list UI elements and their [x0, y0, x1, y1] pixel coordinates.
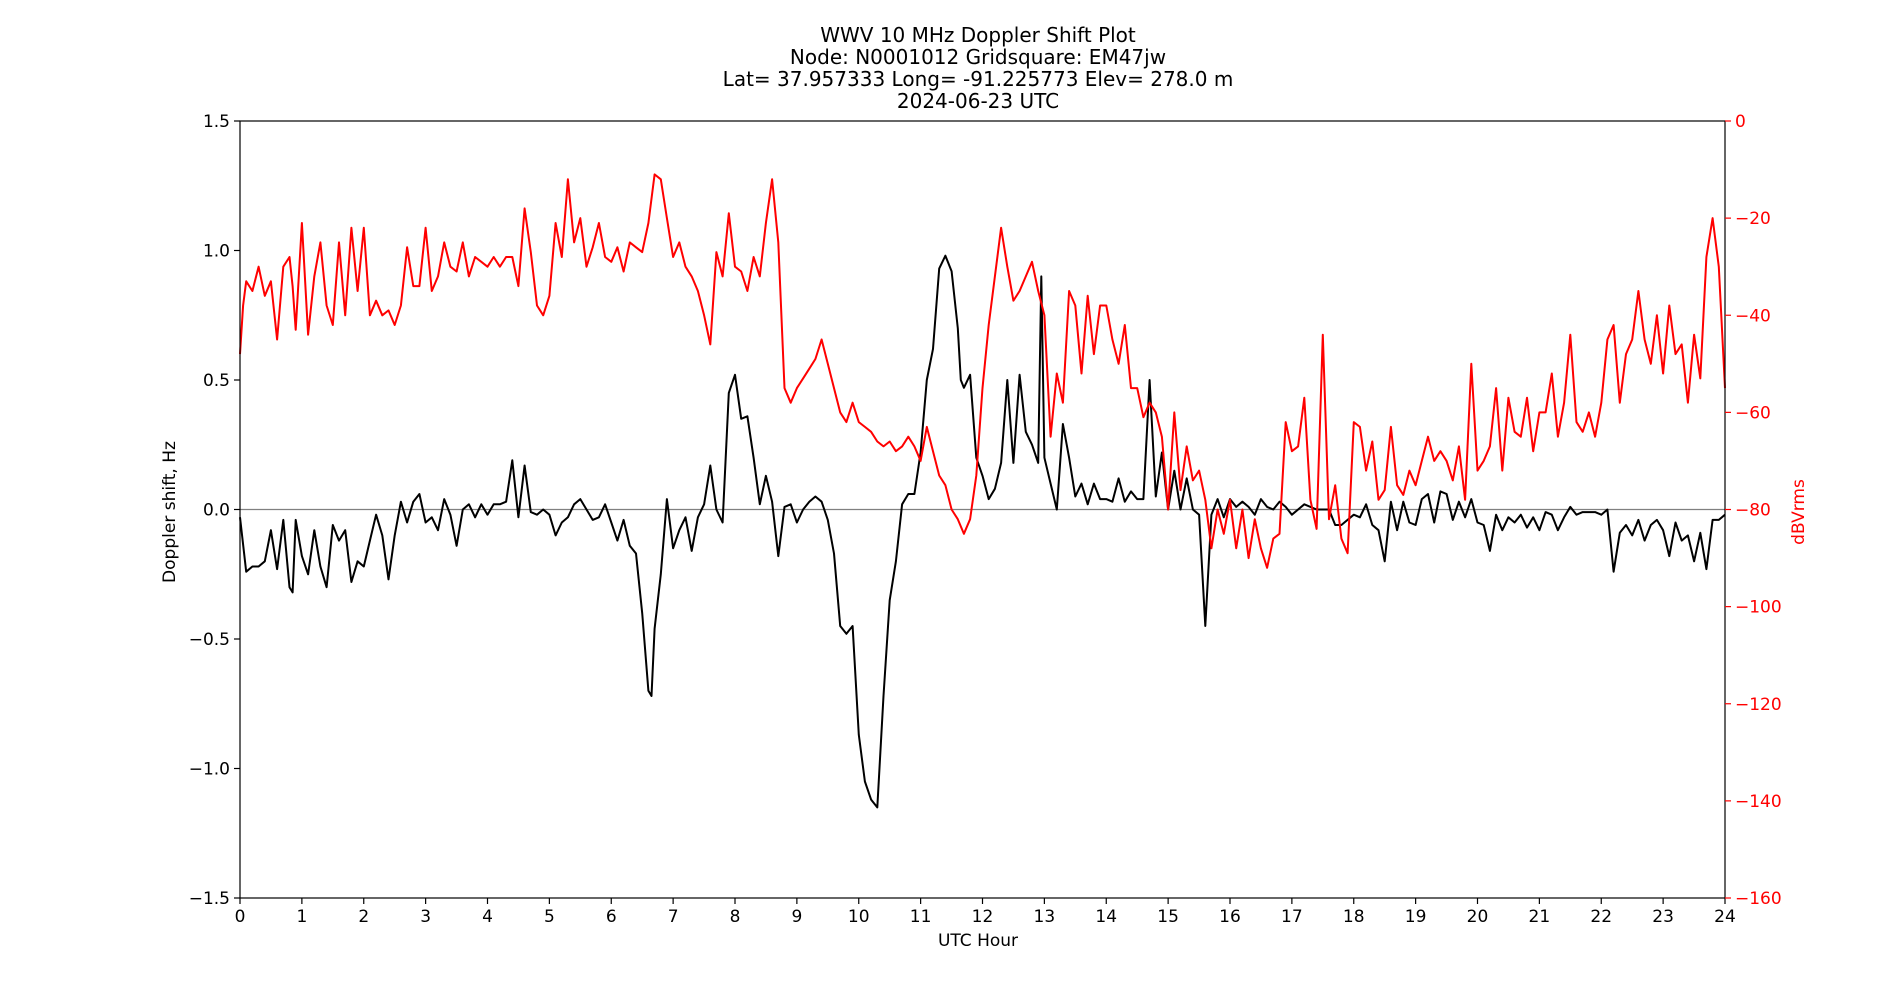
x-tick-label: 10 — [848, 907, 870, 927]
y-tick-label: −0.5 — [189, 630, 230, 650]
x-tick-label: 4 — [482, 907, 493, 927]
title-line-3: Lat= 37.957333 Long= -91.225773 Elev= 27… — [723, 67, 1234, 91]
y-tick-label: −1.0 — [189, 760, 230, 780]
x-tick-label: 24 — [1714, 907, 1736, 927]
y2-tick-label: −100 — [1735, 598, 1782, 618]
y2-tick-label: −40 — [1735, 306, 1771, 326]
x-tick-label: 18 — [1343, 907, 1365, 927]
x-tick-label: 23 — [1652, 907, 1674, 927]
chart-title: WWV 10 MHz Doppler Shift Plot Node: N000… — [723, 23, 1234, 113]
x-tick-label: 8 — [730, 907, 741, 927]
x-tick-label: 13 — [1034, 907, 1056, 927]
x-tick-label: 20 — [1467, 907, 1489, 927]
y-tick-label: 1.0 — [203, 242, 230, 262]
y2-tick-label: −120 — [1735, 695, 1782, 715]
x-tick-label: 6 — [606, 907, 617, 927]
x-tick-label: 2 — [358, 907, 369, 927]
x-tick-label: 14 — [1095, 907, 1117, 927]
x-tick-label: 3 — [420, 907, 431, 927]
axes: 0 1 2 3 4 5 6 7 8 9 10 11 12 13 14 15 16 17 18 19 20 21 22 23 24… — [189, 112, 1782, 927]
x-tick-label: 12 — [972, 907, 994, 927]
y2-tick-label: −140 — [1735, 792, 1782, 812]
x-tick-label: 9 — [791, 907, 802, 927]
y2-tick-label: −60 — [1735, 403, 1771, 423]
title-line-1: WWV 10 MHz Doppler Shift Plot — [820, 23, 1136, 47]
x-tick-label: 21 — [1529, 907, 1551, 927]
y2-tick-label: −80 — [1735, 501, 1771, 521]
doppler-series-line — [239, 254, 1726, 809]
y-tick-label: −1.5 — [189, 889, 230, 909]
x-axis-label: UTC Hour — [938, 931, 1018, 951]
y2-tick-label: 0 — [1735, 112, 1746, 132]
x-tick-label: 1 — [296, 907, 307, 927]
power-series-line — [239, 173, 1726, 569]
y-axis-label: Doppler shift, Hz — [160, 441, 180, 583]
x-tick-label: 15 — [1157, 907, 1179, 927]
x-tick-label: 19 — [1405, 907, 1427, 927]
y-tick-label: 0.0 — [203, 501, 230, 521]
y2-tick-label: −160 — [1735, 889, 1782, 909]
title-line-4: 2024-06-23 UTC — [897, 89, 1059, 113]
x-tick-label: 22 — [1590, 907, 1612, 927]
y-tick-label: 1.5 — [203, 112, 230, 132]
x-tick-label: 11 — [910, 907, 932, 927]
x-tick-label: 5 — [544, 907, 555, 927]
y-tick-label: 0.5 — [203, 371, 230, 391]
title-line-2: Node: N0001012 Gridsquare: EM47jw — [790, 45, 1166, 69]
x-tick-label: 17 — [1281, 907, 1303, 927]
y2-axis-label: dBVrms — [1789, 479, 1809, 545]
x-tick-label: 0 — [235, 907, 246, 927]
y2-tick-label: −20 — [1735, 209, 1771, 229]
x-tick-label: 16 — [1219, 907, 1241, 927]
x-tick-label: 7 — [668, 907, 679, 927]
plot-area — [239, 173, 1726, 809]
